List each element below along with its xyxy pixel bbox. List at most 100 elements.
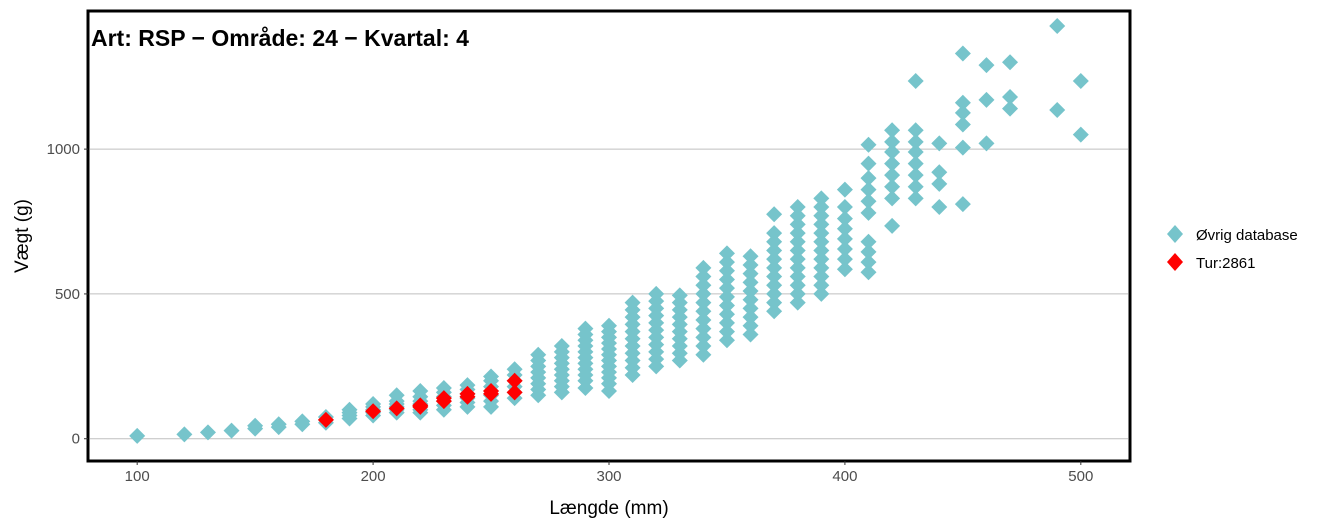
x-axis: 100 200 300 400 500 <box>125 461 1093 485</box>
data-point-ovrig-database <box>718 280 735 297</box>
data-point-ovrig-database <box>718 323 735 340</box>
data-point-tur-2861 <box>483 382 500 399</box>
data-point-ovrig-database <box>766 242 783 259</box>
data-point-ovrig-database <box>742 283 759 300</box>
data-point-ovrig-database <box>176 426 193 443</box>
y-tick-label: 1000 <box>47 141 80 158</box>
data-point-ovrig-database <box>884 155 901 172</box>
data-point-ovrig-database <box>1049 18 1066 35</box>
data-point-ovrig-database <box>789 285 806 302</box>
data-point-ovrig-database <box>766 259 783 276</box>
data-point-ovrig-database <box>459 377 476 394</box>
data-point-ovrig-database <box>1002 100 1019 117</box>
data-point-ovrig-database <box>978 135 995 152</box>
legend-label-ovrig-database: Øvrig database <box>1196 227 1298 244</box>
chart-title: Art: RSP − Område: 24 − Kvartal: 4 <box>91 25 469 51</box>
data-point-ovrig-database <box>931 164 948 181</box>
data-point-ovrig-database <box>648 285 665 302</box>
data-point-ovrig-database <box>671 287 688 304</box>
data-point-ovrig-database <box>1002 54 1019 71</box>
data-point-ovrig-database <box>907 167 924 184</box>
data-point-ovrig-database <box>836 210 853 227</box>
data-point-ovrig-database <box>766 294 783 311</box>
data-point-tur-2861 <box>459 385 476 402</box>
data-point-ovrig-database <box>742 256 759 273</box>
data-point-ovrig-database <box>813 190 830 207</box>
data-point-ovrig-database <box>624 294 641 311</box>
data-point-ovrig-database <box>766 303 783 320</box>
data-point-ovrig-database <box>836 230 853 247</box>
data-point-ovrig-database <box>789 251 806 268</box>
data-point-ovrig-database <box>742 326 759 343</box>
data-point-ovrig-database <box>766 251 783 268</box>
data-point-ovrig-database <box>766 225 783 242</box>
data-point-ovrig-database <box>907 178 924 195</box>
data-point-ovrig-database <box>813 259 830 276</box>
data-point-ovrig-database <box>884 217 901 234</box>
data-point-ovrig-database <box>860 204 877 221</box>
data-point-ovrig-database <box>766 206 783 223</box>
data-point-ovrig-database <box>530 346 547 363</box>
data-point-ovrig-database <box>884 190 901 207</box>
data-points <box>129 18 1089 444</box>
x-axis-title: Længde (mm) <box>549 498 668 519</box>
data-point-ovrig-database <box>860 170 877 187</box>
data-point-ovrig-database <box>813 199 830 216</box>
data-point-ovrig-database <box>860 254 877 271</box>
data-point-ovrig-database <box>129 427 146 444</box>
data-point-ovrig-database <box>954 139 971 156</box>
data-point-ovrig-database <box>695 294 712 311</box>
data-point-ovrig-database <box>836 181 853 198</box>
data-point-ovrig-database <box>789 233 806 250</box>
data-point-ovrig-database <box>931 199 948 216</box>
data-point-ovrig-database <box>742 309 759 326</box>
data-point-ovrig-database <box>884 133 901 150</box>
gridlines <box>90 148 1128 440</box>
data-point-ovrig-database <box>718 314 735 331</box>
data-point-tur-2861 <box>365 403 382 420</box>
data-point-ovrig-database <box>836 199 853 216</box>
data-point-ovrig-database <box>907 73 924 90</box>
data-point-ovrig-database <box>766 285 783 302</box>
data-point-ovrig-database <box>836 251 853 268</box>
data-point-ovrig-database <box>860 264 877 281</box>
data-point-ovrig-database <box>742 274 759 291</box>
data-point-ovrig-database <box>907 190 924 207</box>
data-point-ovrig-database <box>884 144 901 161</box>
data-point-ovrig-database <box>718 306 735 323</box>
legend: Øvrig database Tur:2861 <box>1167 225 1298 272</box>
data-point-ovrig-database <box>954 45 971 62</box>
data-point-ovrig-database <box>742 291 759 308</box>
x-tick-label: 100 <box>125 468 150 485</box>
data-point-ovrig-database <box>978 91 995 108</box>
y-tick-label: 500 <box>55 286 80 303</box>
data-point-ovrig-database <box>789 277 806 294</box>
y-axis: 0 500 1000 <box>47 141 88 448</box>
data-point-ovrig-database <box>907 144 924 161</box>
data-point-tur-2861 <box>506 372 523 389</box>
data-point-ovrig-database <box>695 285 712 302</box>
data-point-ovrig-database <box>860 155 877 172</box>
data-point-ovrig-database <box>954 196 971 213</box>
data-point-ovrig-database <box>884 167 901 184</box>
data-point-ovrig-database <box>907 133 924 150</box>
data-point-ovrig-database <box>813 216 830 233</box>
data-point-ovrig-database <box>483 368 500 385</box>
data-point-ovrig-database <box>695 268 712 285</box>
data-point-ovrig-database <box>1002 88 1019 105</box>
data-point-ovrig-database <box>860 193 877 210</box>
data-point-ovrig-database <box>789 199 806 216</box>
data-point-ovrig-database <box>907 122 924 139</box>
data-point-ovrig-database <box>954 94 971 111</box>
data-point-ovrig-database <box>789 216 806 233</box>
data-point-ovrig-database <box>341 401 358 418</box>
data-point-ovrig-database <box>601 317 617 334</box>
data-point-ovrig-database <box>836 220 853 237</box>
data-point-ovrig-database <box>931 175 948 192</box>
data-point-ovrig-database <box>506 361 523 378</box>
data-point-ovrig-database <box>813 285 830 302</box>
data-point-ovrig-database <box>836 261 853 278</box>
data-point-ovrig-database <box>718 332 735 349</box>
y-axis-title: Vægt (g) <box>12 199 33 273</box>
data-point-ovrig-database <box>789 242 806 259</box>
